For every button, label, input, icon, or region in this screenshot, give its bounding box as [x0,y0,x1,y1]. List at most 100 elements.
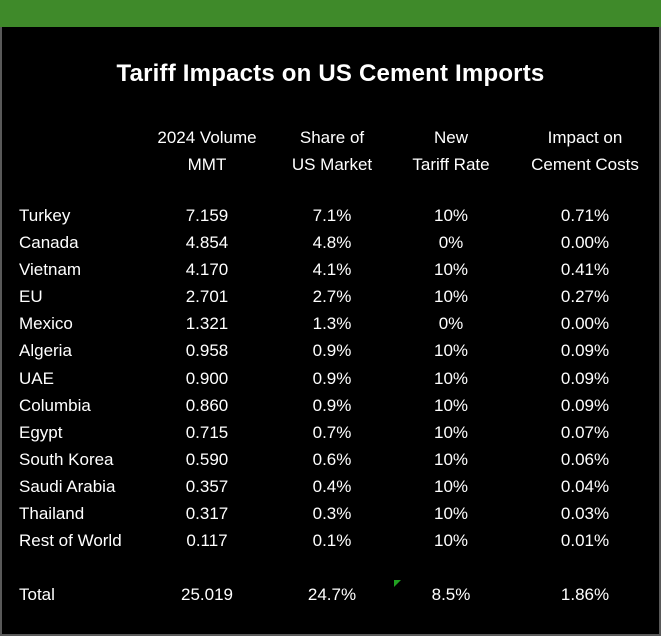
impact-cell[interactable]: 0.71% [560,206,610,225]
impact-cell[interactable]: 0.06% [560,449,610,469]
table-row[interactable]: EU 2.701 2.7% 10% 0.27% [0,283,661,310]
country-cell[interactable]: Egypt [19,422,63,442]
share-cell[interactable]: 1.3% [312,314,352,334]
volume-cell[interactable]: 0.715 [185,422,229,442]
impact-cell[interactable]: 0.00% [560,233,610,253]
total-rate-cell[interactable]: 8.5% [431,585,471,604]
column-header-share-line1: Share of [299,128,365,147]
rate-cell[interactable]: 10% [433,287,469,307]
table-row[interactable]: Vietnam 4.170 4.1% 10% 0.41% [0,256,661,283]
table-row[interactable]: South Korea 0.590 0.6% 10% 0.06% [0,446,661,473]
share-cell[interactable]: 0.6% [312,449,352,469]
country-cell[interactable]: Thailand [19,504,85,524]
share-cell[interactable]: 0.7% [312,422,352,442]
share-cell[interactable]: 4.1% [312,260,352,280]
share-cell[interactable]: 0.1% [312,531,352,551]
table-row[interactable]: Saudi Arabia 0.357 0.4% 10% 0.04% [0,473,661,500]
country-cell[interactable]: South Korea [19,449,114,469]
total-volume-cell[interactable]: 25.019 [181,585,233,604]
rate-cell[interactable]: 10% [433,260,469,280]
country-cell[interactable]: Rest of World [19,531,122,551]
total-label[interactable]: Total [19,585,55,604]
table-row[interactable]: Thailand 0.317 0.3% 10% 0.03% [0,500,661,527]
country-cell[interactable]: EU [19,287,43,307]
column-header-impact-line1: Impact on [547,128,623,147]
column-header-share[interactable]: Share of US Market [282,124,382,178]
volume-cell[interactable]: 4.170 [185,260,229,280]
column-header-share-line2: US Market [291,155,373,174]
impact-cell[interactable]: 0.09% [560,341,610,361]
table-row[interactable]: Rest of World 0.117 0.1% 10% 0.01% [0,527,661,554]
rate-cell[interactable]: 10% [433,206,469,225]
rate-cell[interactable]: 10% [433,449,469,469]
formula-error-indicator-icon[interactable] [394,580,401,587]
column-header-rate[interactable]: New Tariff Rate [401,124,501,178]
table-row[interactable]: Mexico 1.321 1.3% 0% 0.00% [0,310,661,337]
table-body: Turkey 7.159 7.1% 10% 0.71% Canada 4.854… [0,202,661,554]
column-header-impact[interactable]: Impact on Cement Costs [517,124,653,178]
volume-cell[interactable]: 0.860 [185,395,229,415]
table-row[interactable]: Egypt 0.715 0.7% 10% 0.07% [0,419,661,446]
share-cell[interactable]: 4.8% [312,233,352,253]
impact-cell[interactable]: 0.03% [560,504,610,524]
volume-cell[interactable]: 0.317 [185,504,229,524]
volume-cell[interactable]: 0.117 [186,531,228,551]
share-cell[interactable]: 0.9% [312,341,352,361]
impact-cell[interactable]: 0.00% [560,314,610,334]
volume-cell[interactable]: 0.900 [185,368,229,388]
column-header-volume[interactable]: 2024 Volume MMT [137,124,277,178]
table-row[interactable]: Turkey 7.159 7.1% 10% 0.71% [0,202,661,229]
impact-cell[interactable]: 0.41% [560,260,610,280]
share-cell[interactable]: 0.3% [312,504,352,524]
volume-cell[interactable]: 0.590 [185,449,229,469]
country-cell[interactable]: Canada [19,233,79,253]
column-header-volume-line2: MMT [187,155,227,174]
rate-cell[interactable]: 0% [438,233,464,253]
impact-cell[interactable]: 0.01% [560,531,610,551]
volume-cell[interactable]: 7.159 [185,206,229,225]
volume-cell[interactable]: 0.357 [185,476,229,496]
table-row[interactable]: Canada 4.854 4.8% 0% 0.00% [0,229,661,256]
rate-cell[interactable]: 10% [433,422,469,442]
country-cell[interactable]: Mexico [19,314,73,334]
table-title: Tariff Impacts on US Cement Imports [116,60,545,87]
share-cell[interactable]: 0.9% [312,368,352,388]
column-header-volume-line1: 2024 Volume [157,128,257,147]
total-share-cell[interactable]: 24.7% [307,585,357,604]
country-cell[interactable]: Columbia [19,395,91,415]
country-cell[interactable]: Vietnam [19,260,82,280]
rate-cell[interactable]: 10% [433,531,469,551]
country-cell[interactable]: Algeria [19,341,72,361]
volume-cell[interactable]: 2.701 [185,287,229,307]
country-cell[interactable]: Turkey [19,206,71,225]
country-cell[interactable]: UAE [19,368,54,388]
country-cell[interactable]: Saudi Arabia [19,476,116,496]
share-cell[interactable]: 7.1% [312,206,352,225]
share-cell[interactable]: 0.9% [312,395,352,415]
volume-cell[interactable]: 1.321 [185,314,229,334]
rate-cell[interactable]: 10% [433,368,469,388]
column-header-rate-line2: Tariff Rate [412,155,490,174]
table-row[interactable]: Columbia 0.860 0.9% 10% 0.09% [0,392,661,419]
green-header-bar [0,0,661,27]
impact-cell[interactable]: 0.09% [560,368,610,388]
volume-cell[interactable]: 4.854 [185,233,229,253]
impact-cell[interactable]: 0.27% [560,287,610,307]
impact-cell[interactable]: 0.07% [560,422,610,442]
column-header-rate-line1: New [433,128,468,147]
impact-cell[interactable]: 0.04% [560,476,610,496]
impact-cell[interactable]: 0.09% [560,395,610,415]
total-impact-cell[interactable]: 1.86% [560,585,610,604]
rate-cell[interactable]: 10% [433,341,469,361]
table-row[interactable]: Algeria 0.958 0.9% 10% 0.09% [0,337,661,364]
rate-cell[interactable]: 10% [433,504,469,524]
rate-cell[interactable]: 10% [433,476,469,496]
rate-cell[interactable]: 0% [438,314,464,334]
table-row[interactable]: UAE 0.900 0.9% 10% 0.09% [0,365,661,392]
total-row[interactable]: Total 25.019 24.7% 8.5% 1.86% [0,581,661,608]
volume-cell[interactable]: 0.958 [185,341,229,361]
share-cell[interactable]: 2.7% [312,287,352,307]
rate-cell[interactable]: 10% [433,395,469,415]
share-cell[interactable]: 0.4% [312,476,352,496]
